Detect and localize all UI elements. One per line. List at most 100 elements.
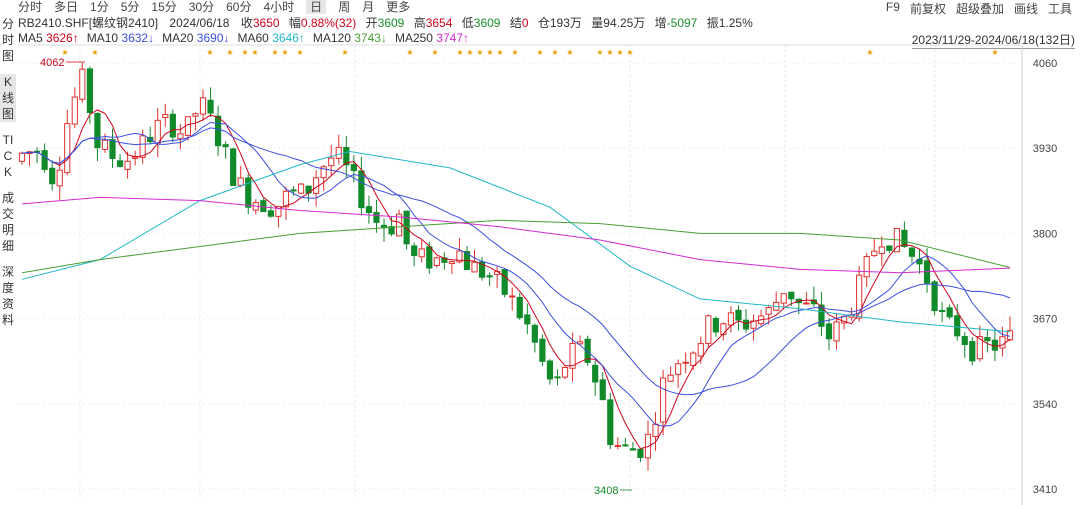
star-icon: ★: [251, 48, 258, 57]
candle-body-26: [214, 115, 222, 147]
candle-body-61: [478, 261, 486, 278]
tab-11[interactable]: 更多: [386, 0, 411, 14]
star-icon: ★: [91, 48, 98, 57]
y-tick-label: 3800: [1033, 228, 1057, 240]
candle-body-12: [109, 139, 116, 159]
star-icon: ★: [596, 48, 603, 57]
candle-body-47: [373, 212, 380, 223]
candle-body-11: [101, 139, 109, 150]
candle-body-115: [886, 245, 893, 251]
candle-body-104: [803, 302, 810, 305]
candle-body-86: [667, 374, 674, 382]
tab-0[interactable]: 分时: [18, 0, 43, 14]
tab-9[interactable]: 周: [338, 0, 351, 14]
candle-body-62: [486, 275, 493, 278]
sidebar-item-0[interactable]: 分时图: [1, 17, 14, 63]
candle-body-33: [267, 210, 274, 217]
settle-value: 0: [521, 16, 529, 30]
candle-body-51: [403, 210, 410, 245]
candle-body-23: [192, 113, 199, 117]
candle-body-88: [682, 361, 689, 364]
open-label: 开: [365, 16, 378, 30]
candle-body-84: [652, 423, 659, 437]
toolbar-item-2[interactable]: 超级叠加: [955, 2, 1004, 16]
candle-body-27: [222, 144, 229, 148]
star-icon: ★: [486, 48, 493, 57]
toolbar-item-0[interactable]: F9: [885, 0, 900, 14]
candle-body-123: [946, 307, 953, 318]
star-icon: ★: [626, 48, 633, 57]
candle-body-66: [516, 296, 523, 319]
star-icon: ★: [271, 48, 278, 57]
candle-body-55: [433, 257, 440, 266]
toolbar-item-3[interactable]: 画线: [1013, 2, 1038, 16]
low-value: 3609: [473, 16, 501, 30]
star-icon: ★: [61, 48, 68, 57]
sidebar-item-2[interactable]: TICK: [2, 133, 14, 179]
high-label: 高: [413, 16, 426, 30]
candle-body-44: [350, 164, 357, 171]
tab-2[interactable]: 1分: [90, 0, 109, 14]
y-tick-label: 3410: [1033, 484, 1057, 496]
star-icon: ★: [296, 48, 303, 57]
sidebar-item-4[interactable]: 深度资料: [1, 265, 14, 327]
inc-label: 增: [654, 16, 667, 30]
ma-name-0: MA5: [18, 31, 47, 45]
tab-7[interactable]: 4小时: [263, 0, 295, 14]
star-icon: ★: [476, 48, 483, 57]
candle-body-94: [727, 312, 735, 326]
candle-body-108: [833, 321, 840, 342]
candle-body-30: [245, 177, 252, 208]
toolbar-item-1[interactable]: 前复权: [909, 2, 946, 16]
candle-body-70: [546, 360, 554, 380]
candle-body-96: [742, 319, 750, 330]
candle-body-0: [18, 152, 26, 162]
star-icon: ★: [406, 48, 413, 57]
candle-body-87: [675, 363, 682, 375]
candle-body-73: [569, 342, 576, 369]
candle-body-67: [524, 314, 531, 325]
close-value: 3650: [252, 16, 280, 30]
tab-10[interactable]: 月: [362, 0, 375, 14]
sidebar-item-1[interactable]: K线图: [0, 74, 16, 122]
y-tick-label: 3540: [1033, 399, 1057, 411]
tab-6[interactable]: 60分: [226, 0, 252, 14]
tab-8[interactable]: 日: [306, 0, 327, 14]
candle-body-111: [856, 274, 863, 319]
ma20-line: [21, 127, 1011, 396]
candle-body-71: [554, 376, 561, 379]
sidebar-item-3[interactable]: 成交明细: [1, 191, 14, 253]
tab-4[interactable]: 15分: [151, 0, 177, 14]
candle-body-35: [282, 190, 290, 208]
candle-body-8: [79, 68, 86, 100]
date-range[interactable]: 2023/11/29-2024/06/18(132日): [911, 33, 1075, 49]
star-icon: ★: [496, 48, 503, 57]
candle-body-32: [260, 200, 267, 213]
candle-body-41: [328, 157, 335, 167]
sidebar: 分时图 K线图 TICK 成交明细深度资料: [0, 16, 16, 338]
vol-label: 量: [591, 16, 604, 30]
toolbar-item-4[interactable]: 工具: [1047, 2, 1072, 16]
ma60-line: [21, 150, 1011, 333]
candle-body-92: [712, 317, 719, 333]
star-icon: ★: [241, 48, 248, 57]
candle-body-79: [614, 444, 621, 447]
candle-body-45: [358, 170, 365, 209]
low-marker-label: 3408: [594, 485, 618, 497]
ma-name-2: MA20: [162, 31, 197, 45]
tab-1[interactable]: 多日: [54, 0, 79, 14]
tab-5[interactable]: 30分: [188, 0, 215, 14]
ma-value-3: 3646↑: [272, 31, 305, 45]
tab-3[interactable]: 5分: [120, 0, 140, 14]
change-value: 0.88%(32): [300, 16, 357, 30]
candle-body-7: [71, 96, 78, 125]
candle-body-57: [448, 261, 455, 264]
candle-body-36: [290, 189, 297, 192]
candle-body-99: [765, 307, 772, 315]
candle-body-52: [411, 245, 418, 256]
inc-value: -5097: [666, 16, 698, 30]
amp-label: 振: [706, 16, 719, 30]
candle-body-50: [395, 213, 403, 237]
star-icon: ★: [226, 48, 233, 57]
